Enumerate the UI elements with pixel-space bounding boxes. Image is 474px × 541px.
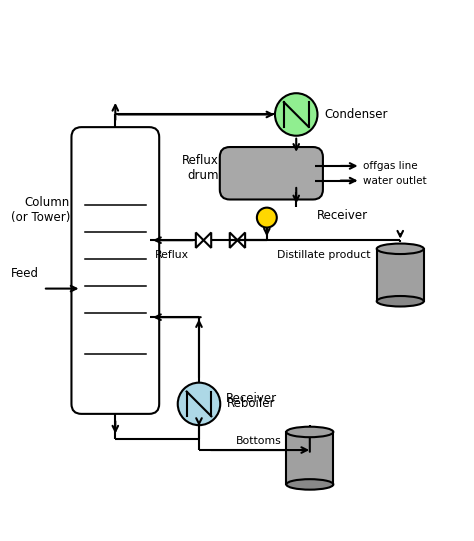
Bar (377, 249, 424, 301)
Text: offgas line: offgas line (363, 161, 417, 171)
Ellipse shape (377, 243, 424, 254)
Text: Condenser: Condenser (324, 108, 388, 121)
Text: Reboiler: Reboiler (227, 398, 275, 411)
Ellipse shape (286, 427, 333, 437)
Circle shape (275, 93, 318, 136)
Text: Reflux
drum: Reflux drum (182, 154, 219, 182)
FancyBboxPatch shape (220, 147, 323, 200)
Text: Feed: Feed (10, 267, 38, 280)
FancyBboxPatch shape (72, 127, 159, 414)
Text: Bottoms: Bottoms (236, 437, 282, 446)
Text: Column
(or Tower): Column (or Tower) (11, 196, 70, 225)
Ellipse shape (377, 296, 424, 307)
Circle shape (178, 382, 220, 425)
Text: Reflux: Reflux (155, 250, 189, 260)
Text: Receiver: Receiver (226, 392, 277, 405)
Text: Distillate product: Distillate product (277, 250, 370, 260)
Bar (286, 432, 333, 484)
Circle shape (257, 208, 277, 228)
Text: Receiver: Receiver (317, 209, 368, 222)
Text: water outlet: water outlet (363, 176, 426, 186)
Ellipse shape (286, 479, 333, 490)
